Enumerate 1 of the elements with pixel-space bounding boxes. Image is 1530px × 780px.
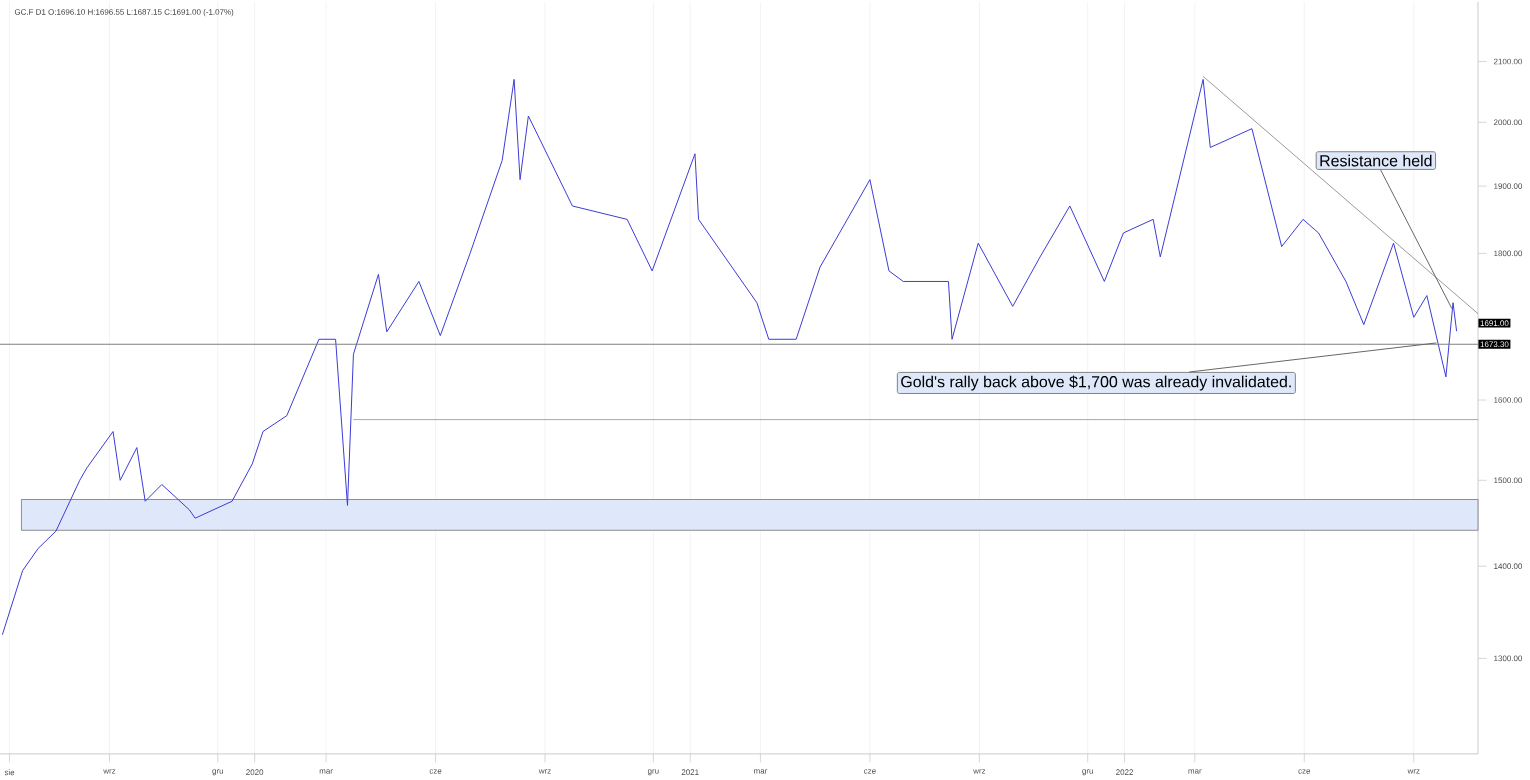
line-series bbox=[1, 78, 1458, 636]
